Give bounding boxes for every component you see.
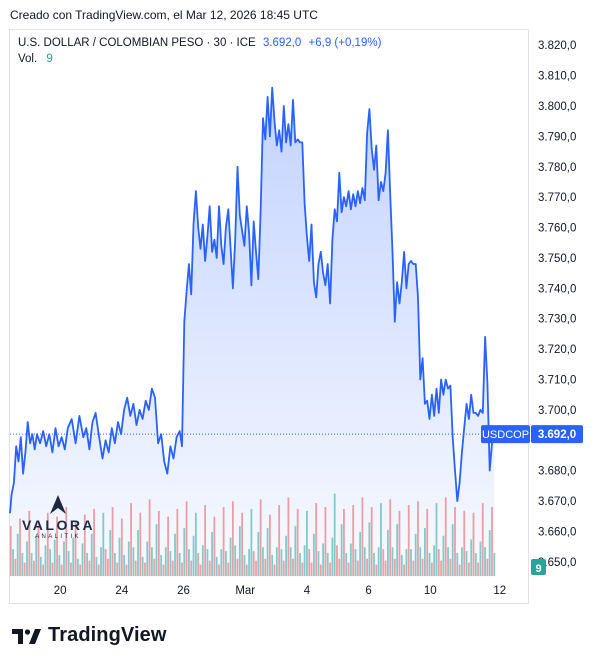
y-tick-label: 3.700,0 xyxy=(538,405,576,417)
y-tick-label: 3.790,0 xyxy=(538,131,576,143)
y-tick-label: 3.670,0 xyxy=(538,496,576,508)
y-tick-label: 3.660,0 xyxy=(538,526,576,538)
volume-tag xyxy=(531,559,546,575)
tradingview-logo-icon xyxy=(12,628,41,644)
x-tick-label: 26 xyxy=(177,585,190,597)
y-tick-label: 3.730,0 xyxy=(538,314,576,326)
volume-bar xyxy=(493,553,496,576)
x-tick-label: 6 xyxy=(365,585,371,597)
symbol-title[interactable]: U.S. DOLLAR / COLOMBIAN PESO · 30 · ICE xyxy=(18,37,256,49)
last-price-tag-label: 3.692,0 xyxy=(538,429,576,441)
chart-pane[interactable] xyxy=(9,29,529,604)
valora-logo-icon xyxy=(50,495,66,514)
volume-label: Vol. xyxy=(18,53,38,65)
y-tick-label: 3.650,0 xyxy=(538,557,576,569)
y-tick-label: 3.820,0 xyxy=(538,40,576,52)
symbol-tag xyxy=(481,425,530,444)
valora-watermark: VALORA ANALITIK xyxy=(22,494,94,540)
volume-value: 9 xyxy=(46,53,53,65)
y-tick-label: 3.780,0 xyxy=(538,162,576,174)
price-area-fill xyxy=(10,87,495,577)
price-line xyxy=(9,86,496,514)
chart-legend: U.S. DOLLAR / COLOMBIAN PESO · 30 · ICE … xyxy=(18,35,381,67)
x-tick-label: Mar xyxy=(235,585,255,597)
volume-tag-label: 9 xyxy=(535,563,541,575)
last-price-tag xyxy=(531,425,583,444)
y-tick-label: 3.810,0 xyxy=(538,71,576,83)
y-tick-label: 3.680,0 xyxy=(538,466,576,478)
y-tick-label: 3.750,0 xyxy=(538,253,576,265)
chart-caption: Creado con TradingView.com, el Mar 12, 2… xyxy=(10,8,318,22)
y-tick-label: 3.800,0 xyxy=(538,101,576,113)
valora-name: VALORA xyxy=(22,517,96,533)
y-tick-label: 3.720,0 xyxy=(538,344,576,356)
symbol-tag-label: USDCOP xyxy=(482,429,529,441)
price-change: +6,9 (+0,19%) xyxy=(308,37,382,49)
x-tick-label: 20 xyxy=(54,585,67,597)
y-tick-label: 3.710,0 xyxy=(538,374,576,386)
y-tick-label: 3.770,0 xyxy=(538,192,576,204)
x-tick-label: 24 xyxy=(115,585,128,597)
valora-sub: ANALITIK xyxy=(35,534,81,540)
x-tick-label: 12 xyxy=(493,585,506,597)
tradingview-wordmark: TradingView xyxy=(48,624,167,646)
tradingview-logo[interactable]: TradingView xyxy=(12,624,167,647)
y-tick-label: 3.760,0 xyxy=(538,223,576,235)
y-tick-label: 3.740,0 xyxy=(538,283,576,295)
last-price: 3.692,0 xyxy=(262,37,302,49)
x-tick-label: 10 xyxy=(424,585,437,597)
x-tick-label: 4 xyxy=(304,585,311,597)
